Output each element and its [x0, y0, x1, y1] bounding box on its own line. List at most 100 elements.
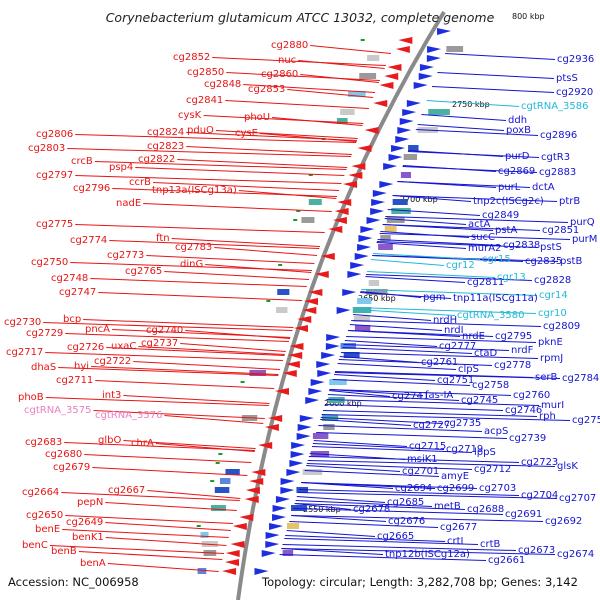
connector-line: [75, 134, 357, 143]
connector-line: [294, 503, 352, 510]
gene-label: cg2677: [440, 522, 477, 533]
gene-label: rph: [539, 411, 556, 422]
connector-line: [431, 86, 555, 93]
feature-marker: [215, 462, 220, 464]
gene-label: cgtR3: [541, 152, 570, 163]
connector-line: [95, 380, 275, 389]
gene-arrow: [282, 370, 297, 377]
connector-line: [341, 352, 539, 359]
feature-block: [308, 199, 322, 205]
connector-line: [338, 359, 493, 366]
connector-line: [291, 515, 387, 522]
connector-line: [296, 496, 386, 503]
connector-line: [64, 442, 255, 451]
connector-line: [203, 115, 364, 124]
gene-label: cg2775: [36, 219, 73, 230]
feature-marker: [218, 453, 223, 455]
gene-label: cg2803: [28, 143, 65, 154]
feature-block: [340, 109, 355, 115]
connector-line: [83, 319, 294, 328]
gene-arrow: [343, 181, 358, 188]
connector-line: [105, 537, 227, 546]
connector-line: [339, 356, 420, 363]
gene-label: cg2673: [518, 545, 555, 556]
connector-line: [366, 274, 533, 281]
feature-block: [249, 370, 266, 376]
gene-arrow: [437, 28, 452, 35]
tick-label: 800 kbp: [512, 12, 545, 21]
feature-block: [366, 289, 388, 295]
gene-label: pncA: [85, 324, 110, 335]
gene-arrow: [426, 55, 441, 62]
feature-block: [277, 289, 290, 295]
tick-label: 2700 kbp: [400, 195, 438, 204]
feature-block: [354, 325, 371, 331]
gene-label: cg2755: [572, 415, 600, 426]
connector-line: [238, 190, 337, 199]
connector-line: [153, 182, 340, 191]
connector-line: [279, 554, 487, 561]
gene-label: cg2841: [186, 95, 223, 106]
feature-block: [408, 145, 419, 151]
connector-line: [421, 114, 507, 121]
gene-arrow: [354, 253, 369, 260]
gene-arrow: [316, 361, 331, 368]
gene-arrow: [280, 478, 295, 485]
gene-arrow: [304, 298, 319, 305]
connector-line: [281, 548, 384, 555]
connector-line: [351, 320, 542, 327]
connector-line: [343, 344, 510, 351]
gene-arrow: [387, 64, 402, 71]
gene-arrow: [402, 109, 417, 116]
connector-line: [426, 100, 520, 107]
gene-label: metB: [434, 501, 461, 512]
connector-line: [186, 146, 352, 155]
feature-block: [392, 199, 408, 205]
feature-block: [367, 55, 380, 61]
feature-block: [282, 550, 294, 556]
gene-label: cg2707: [559, 493, 596, 504]
feature-marker: [360, 39, 365, 41]
gene-arrow: [334, 208, 349, 215]
connector-line: [445, 53, 556, 60]
feature-block: [219, 478, 231, 484]
connector-line: [334, 372, 561, 379]
gene-label: bcp: [63, 314, 81, 325]
left-gene-labels: cg2880 nuc cg2860 cg2853 cg2852 cg2850 c…: [4, 40, 308, 569]
gene-label: cg2730: [4, 317, 41, 328]
connector-line: [105, 502, 237, 511]
connector-line: [365, 276, 466, 283]
gene-label: cg2761: [421, 357, 458, 368]
connector-line: [382, 224, 541, 231]
gene-label: pstA: [495, 225, 517, 236]
connector-line: [147, 490, 241, 499]
gene-label: pstB: [560, 256, 582, 267]
gene-label: cg2741: [392, 391, 429, 402]
connector-line: [295, 500, 433, 507]
gene-arrow: [364, 127, 379, 134]
connector-line: [376, 242, 467, 249]
gene-arrow: [230, 541, 245, 548]
feature-block: [428, 109, 450, 115]
connector-line: [65, 515, 233, 524]
feature-marker: [196, 525, 201, 527]
connector-line: [306, 465, 401, 472]
connector-line: [326, 399, 540, 406]
feature-block: [312, 433, 329, 439]
feature-block: [323, 424, 335, 430]
gene-label: cg2835: [525, 256, 562, 267]
gene-label: serB: [535, 372, 557, 383]
feature-block: [386, 217, 405, 223]
feature-marker: [278, 264, 283, 266]
gene-arrow: [296, 433, 311, 440]
gene-label: murI: [541, 400, 564, 411]
gene-arrow: [348, 172, 363, 179]
gene-label: tnp2c(ISCg2c): [473, 196, 544, 207]
feature-block: [225, 469, 240, 475]
gene-arrow: [265, 532, 280, 539]
gene-label: actA: [468, 219, 491, 230]
gene-arrow: [302, 307, 317, 314]
tick-label: 2600 kbp: [324, 399, 362, 408]
gene-arrow: [357, 145, 372, 152]
gene-arrow: [280, 487, 295, 494]
